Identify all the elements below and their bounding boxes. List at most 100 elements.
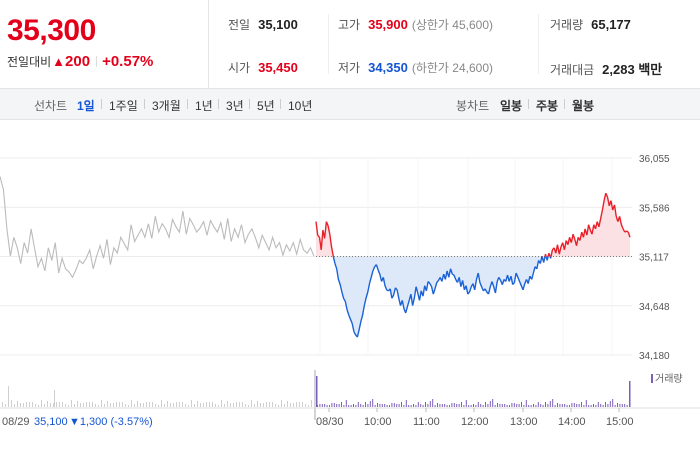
volume-bar	[345, 400, 347, 407]
tab-5year[interactable]: 5년	[257, 99, 275, 113]
volume-bar	[533, 404, 534, 407]
volume-bar	[224, 404, 225, 407]
prev-close-label: 전일	[228, 18, 251, 32]
volume-bar	[569, 405, 570, 407]
volume-bar	[170, 403, 171, 407]
volume-bar	[74, 404, 75, 407]
volume-bar	[104, 404, 105, 407]
up-triangle-icon: ▲	[52, 54, 66, 69]
volume-bar	[95, 404, 96, 407]
volume-bar	[341, 402, 342, 407]
tab-1week[interactable]: 1주일	[109, 99, 138, 113]
volume-bar	[86, 402, 87, 407]
volume-bar	[365, 402, 366, 407]
volume-bar	[391, 403, 393, 407]
volume-bar	[203, 403, 204, 407]
tab-daily[interactable]: 일봉	[500, 99, 523, 113]
volume-bar	[176, 402, 177, 407]
tab-weekly[interactable]: 주봉	[536, 99, 559, 113]
volume-bar	[251, 400, 252, 407]
prev-day-price-line	[0, 176, 315, 279]
volume-bar	[516, 404, 518, 407]
low-stat: 저가 34,350 (하한가 24,600)	[338, 59, 493, 76]
divider	[528, 99, 529, 109]
volume-bar	[266, 402, 267, 407]
change-value: 200	[65, 53, 91, 70]
volume-bar	[504, 404, 506, 407]
volume-bar	[355, 405, 357, 407]
volume-bar	[564, 404, 566, 407]
volume-bar	[561, 404, 563, 407]
prev-day-change: ▼1,300 (-3.57%)	[69, 416, 153, 428]
volume-bar	[396, 404, 398, 407]
volume-bar	[254, 404, 255, 407]
volume-bar	[600, 404, 602, 407]
volume-bar	[89, 402, 90, 407]
volume-bar	[607, 404, 609, 407]
volume-bar	[480, 404, 482, 407]
x-tick-label: 10:00	[364, 416, 392, 428]
volume-bar	[513, 403, 515, 407]
volume-bar	[77, 401, 78, 407]
volume-bar	[417, 402, 419, 407]
volume-bar	[137, 401, 138, 407]
volume-bar	[54, 390, 55, 407]
open-stat: 시가 35,450	[228, 59, 298, 76]
volume-bar	[50, 403, 51, 407]
volume-bar	[269, 402, 270, 407]
tab-10year[interactable]: 10년	[288, 99, 313, 113]
tab-3month[interactable]: 3개월	[152, 99, 181, 113]
volume-bar	[324, 404, 326, 407]
volume-bar	[329, 405, 330, 407]
volume-bar	[605, 402, 606, 407]
volume-bar	[609, 401, 611, 407]
tab-3year[interactable]: 3년	[226, 99, 244, 113]
volume-bar	[624, 404, 626, 407]
divider	[538, 14, 539, 74]
upper-limit: (상한가 45,600)	[411, 18, 494, 32]
volume-bar	[557, 403, 558, 407]
volume-bar	[357, 402, 359, 407]
prev-day-date: 08/29	[2, 416, 30, 428]
volume-bar	[326, 405, 328, 407]
divider	[96, 56, 98, 67]
volume-bar	[593, 404, 594, 407]
volume-bar	[152, 402, 153, 407]
volume-bar	[583, 405, 585, 407]
volume-bar	[413, 404, 414, 407]
volume-bar	[374, 405, 376, 407]
volume-bar	[287, 401, 288, 407]
volume-bar	[408, 405, 410, 407]
volume-bar	[410, 405, 412, 407]
volume-bar	[17, 401, 18, 407]
volume-bar	[134, 404, 135, 407]
amount-value: 2,283 백만	[602, 62, 663, 77]
change-percent: +0.57%	[102, 53, 154, 70]
volume-bar	[547, 404, 549, 407]
volume-bar	[128, 405, 129, 407]
tab-1year[interactable]: 1년	[195, 99, 213, 113]
volume-bar	[230, 403, 231, 407]
tab-monthly[interactable]: 월봉	[572, 99, 595, 113]
volume-bar	[110, 403, 111, 407]
current-price: 35,300	[7, 14, 96, 47]
volume-bar	[5, 404, 6, 407]
volume-bar	[444, 404, 446, 407]
volume-bar	[581, 402, 582, 407]
volume-bar	[272, 402, 273, 407]
tab-1day[interactable]: 1일	[77, 99, 95, 113]
volume-bar	[386, 405, 388, 407]
volume-bar	[434, 405, 436, 407]
volume-bar	[343, 405, 345, 407]
volume-bar	[475, 405, 477, 407]
lower-limit: (하한가 24,600)	[411, 61, 494, 75]
volume-bar	[494, 405, 496, 407]
x-axis: 08/30 10:00 11:00 12:00 13:00 14:00 15:00	[316, 408, 634, 428]
volume-bar	[53, 403, 54, 407]
volume-bar	[497, 403, 498, 407]
volume-bar	[384, 404, 386, 407]
volume-bar	[398, 404, 400, 407]
volume-bar	[206, 402, 207, 407]
volume-bar	[578, 404, 580, 407]
y-tick-label: 35,586	[639, 203, 670, 214]
